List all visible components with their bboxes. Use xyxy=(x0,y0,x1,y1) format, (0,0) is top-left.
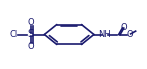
Text: NH: NH xyxy=(98,30,111,39)
Text: Cl: Cl xyxy=(10,30,18,39)
Text: O: O xyxy=(27,18,34,27)
Text: O: O xyxy=(27,42,34,51)
Text: O: O xyxy=(120,23,127,32)
Text: S: S xyxy=(27,30,34,39)
Text: O: O xyxy=(126,30,133,39)
